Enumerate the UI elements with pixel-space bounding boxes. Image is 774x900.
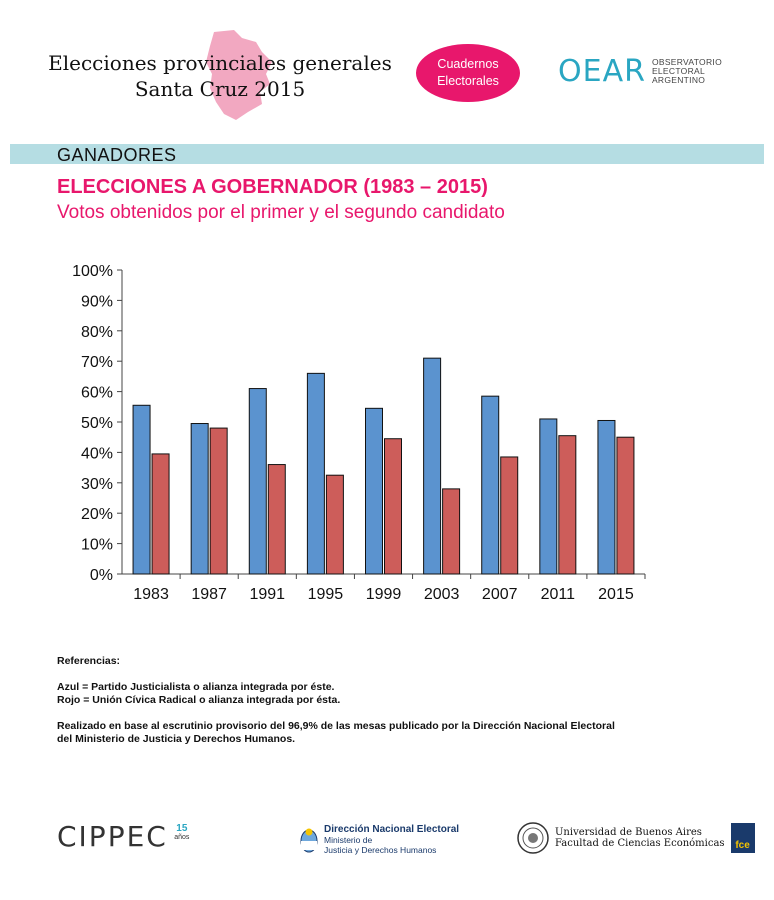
- section-label: GANADORES: [57, 145, 177, 165]
- source-line1: Realizado en base al escrutinio provisor…: [57, 720, 615, 732]
- bar-rojo-2011: [558, 435, 577, 575]
- oear-line2: ELECTORAL: [651, 66, 706, 76]
- bar-rojo-1995: [325, 474, 344, 575]
- oear-logo: OEAR OBSERVATORIO ELECTORAL ARGENTINO: [558, 54, 722, 89]
- dne-logo: Dirección Nacional Electoral Ministerio …: [300, 825, 459, 855]
- y-tick-label: 40%: [81, 445, 113, 462]
- oear-line3: ARGENTINO: [651, 75, 706, 85]
- x-tick-label: 1983: [133, 586, 169, 603]
- x-tick-label: 2007: [482, 586, 518, 603]
- uba-seal-icon: [517, 822, 549, 854]
- uba-line1: Universidad de Buenos Aires: [555, 827, 702, 838]
- uba-fce-logo: Universidad de Buenos Aires Facultad de …: [517, 822, 755, 854]
- x-tick-label: 2015: [598, 586, 634, 603]
- dne-line2: Ministerio de: [324, 835, 373, 845]
- x-tick-label: 1999: [366, 586, 402, 603]
- y-tick-label: 80%: [81, 324, 113, 341]
- bar-azul-2003: [423, 357, 442, 575]
- bar-azul-2007: [481, 395, 500, 575]
- source-line2: del Ministerio de Justicia y Derechos Hu…: [57, 733, 296, 745]
- bar-azul-1983: [132, 404, 151, 575]
- header-title-line2: Santa Cruz 2015: [134, 77, 306, 101]
- cippec-anniversary-badge: 15 años: [172, 823, 192, 851]
- x-tick-label: 1991: [249, 586, 285, 603]
- y-tick-label: 10%: [81, 537, 113, 554]
- cippec-logo: CIPPEC 15 años: [57, 820, 192, 853]
- bar-azul-2011: [539, 418, 558, 575]
- bar-rojo-2007: [500, 456, 519, 575]
- chart-subtitle: Votos obtenidos por el primer y el segun…: [57, 202, 505, 223]
- bar-rojo-2015: [616, 436, 635, 575]
- bar-rojo-1983: [151, 453, 170, 575]
- uba-text: Universidad de Buenos Aires Facultad de …: [555, 827, 725, 849]
- fce-badge: fce: [730, 823, 755, 853]
- legend-red: Rojo = Unión Cívica Radical o alianza in…: [57, 694, 341, 706]
- notes-heading: Referencias:: [57, 655, 121, 667]
- y-tick-label: 0%: [90, 567, 113, 584]
- legend-blue: Azul = Partido Justicialista o alianza i…: [57, 681, 335, 693]
- oear-mark: OEAR: [558, 54, 646, 89]
- header-title-line1: Elecciones provinciales generales: [48, 51, 392, 75]
- dne-line1: Dirección Nacional Electoral: [324, 824, 460, 835]
- dne-text: Dirección Nacional Electoral Ministerio …: [324, 824, 460, 856]
- oear-line1: OBSERVATORIO: [651, 57, 722, 67]
- argentina-shield-icon: [300, 828, 318, 853]
- y-tick-label: 60%: [81, 385, 113, 402]
- notes: Referencias: Azul = Partido Justicialist…: [57, 655, 697, 746]
- bar-rojo-1987: [209, 427, 228, 575]
- y-tick-label: 100%: [72, 263, 113, 280]
- x-tick-label: 2003: [424, 586, 460, 603]
- dne-line3: Justicia y Derechos Humanos: [324, 845, 437, 855]
- y-tick-label: 70%: [81, 354, 113, 371]
- santa-cruz-map-icon: [206, 30, 272, 120]
- cippec-badge-sub: años: [174, 833, 190, 841]
- section-bar: [10, 144, 764, 164]
- bar-azul-2015: [597, 419, 616, 575]
- x-tick-label: 1995: [308, 586, 344, 603]
- cuadernos-electorales-badge: Cuadernos Electorales: [416, 44, 520, 102]
- oear-text: OBSERVATORIO ELECTORAL ARGENTINO: [652, 58, 722, 85]
- y-tick-label: 30%: [81, 476, 113, 493]
- bar-azul-1995: [306, 372, 325, 575]
- bar-azul-1991: [248, 388, 267, 575]
- y-tick-label: 50%: [81, 415, 113, 432]
- bar-rojo-1999: [384, 438, 402, 575]
- chart-title: ELECCIONES A GOBERNADOR (1983 – 2015): [57, 176, 488, 198]
- cippec-badge-top: 15: [176, 822, 188, 834]
- bar-rojo-1991: [267, 464, 286, 575]
- x-tick-label: 2011: [541, 586, 576, 603]
- bar-azul-1987: [190, 423, 209, 575]
- y-tick-label: 90%: [81, 293, 113, 310]
- badge-line1: Cuadernos: [437, 57, 499, 71]
- bar-chart: 0% 10% 20% 30% 40% 50% 60% 70% 80% 90% 100% 1983 198…: [72, 263, 646, 603]
- header-title: Elecciones provinciales generales Santa …: [40, 50, 400, 102]
- bar-rojo-2003: [442, 488, 461, 575]
- y-tick-label: 20%: [81, 506, 113, 523]
- badge-line2: Electorales: [437, 74, 499, 88]
- uba-line2: Facultad de Ciencias Económicas: [555, 838, 725, 849]
- cippec-text: CIPPEC: [57, 820, 168, 853]
- x-tick-label: 1987: [191, 586, 227, 603]
- bar-azul-1999: [365, 407, 383, 575]
